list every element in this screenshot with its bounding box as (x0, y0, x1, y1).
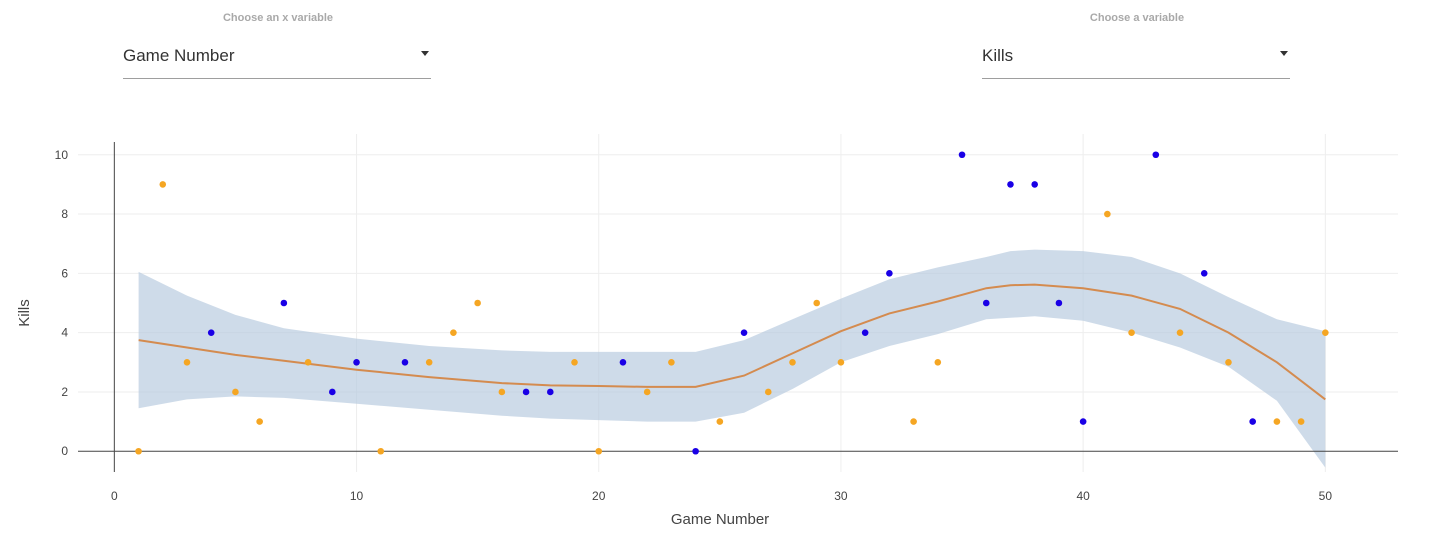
data-point (886, 270, 893, 277)
y-tick-label: 10 (55, 148, 69, 162)
confidence-band-layer (138, 249, 1326, 468)
data-point (1225, 358, 1232, 366)
y-tick-label: 8 (61, 207, 68, 221)
data-point (474, 299, 481, 307)
y-tick-label: 6 (61, 266, 68, 280)
data-point (764, 388, 772, 396)
data-point (1322, 329, 1329, 336)
data-point (159, 181, 167, 188)
data-point (571, 358, 578, 366)
data-point (1055, 299, 1063, 307)
data-point (256, 418, 263, 425)
x-axis-title: Game Number (671, 511, 769, 528)
x-variable-label: Choose an x variable (222, 12, 334, 24)
data-point (522, 388, 530, 396)
data-point (1079, 418, 1087, 425)
data-point (595, 447, 603, 455)
data-point (861, 329, 869, 336)
data-point (1249, 418, 1256, 425)
data-point (1104, 210, 1111, 218)
trend-line-layer (138, 283, 1326, 401)
x-tick-label: 50 (1319, 489, 1333, 503)
data-point (643, 388, 651, 396)
x-tick-label: 30 (834, 489, 848, 503)
data-point (232, 388, 239, 396)
data-point (353, 358, 360, 366)
x-tick-label: 40 (1076, 489, 1090, 503)
data-point (304, 358, 312, 366)
data-point (619, 358, 627, 366)
y-variable-label: Choose a variable (1089, 12, 1185, 24)
y-variable-value: Kills (982, 46, 1014, 65)
data-point (280, 299, 288, 307)
data-point (668, 358, 675, 366)
x-variable-dropdown[interactable]: Game Number (123, 40, 431, 79)
data-point (740, 329, 748, 336)
tick-labels: 0 10 20 30 40 50 0 2 4 6 8 10 (55, 148, 1333, 503)
data-point (982, 299, 990, 307)
data-point (1273, 418, 1281, 425)
data-point (958, 151, 966, 159)
data-point (329, 388, 336, 396)
data-point (1200, 270, 1208, 277)
data-point (425, 358, 433, 366)
data-point (813, 299, 821, 307)
data-point (498, 388, 506, 396)
y-tick-label: 4 (61, 326, 68, 340)
data-point (934, 358, 942, 366)
x-tick-label: 0 (111, 489, 118, 503)
data-point (135, 447, 142, 455)
x-tick-label: 10 (350, 489, 364, 503)
caret-down-icon (421, 51, 429, 56)
data-point (207, 329, 215, 336)
data-point (1176, 329, 1184, 336)
data-point (546, 388, 554, 396)
data-point (837, 358, 845, 366)
data-point (1031, 181, 1038, 188)
y-variable-dropdown[interactable]: Kills (982, 40, 1290, 79)
y-axis-title: Kills (16, 299, 33, 327)
data-point (450, 329, 457, 336)
data-point (716, 418, 724, 425)
data-point (1128, 329, 1135, 336)
confidence-band (138, 249, 1326, 468)
data-point (692, 447, 699, 455)
data-point (1007, 181, 1014, 188)
data-point (377, 447, 385, 455)
data-point (1152, 151, 1160, 159)
axes (78, 142, 1398, 472)
x-variable-value: Game Number (123, 46, 235, 65)
x-tick-label: 20 (592, 489, 606, 503)
data-point (401, 358, 409, 366)
points-layer (135, 151, 1329, 455)
data-point (789, 358, 796, 366)
y-tick-label: 2 (61, 385, 68, 399)
caret-down-icon (1280, 51, 1288, 56)
data-point (183, 358, 191, 366)
data-point (1297, 418, 1305, 425)
y-tick-label: 0 (61, 444, 68, 458)
trend-line (138, 283, 1326, 401)
data-point (910, 418, 917, 425)
